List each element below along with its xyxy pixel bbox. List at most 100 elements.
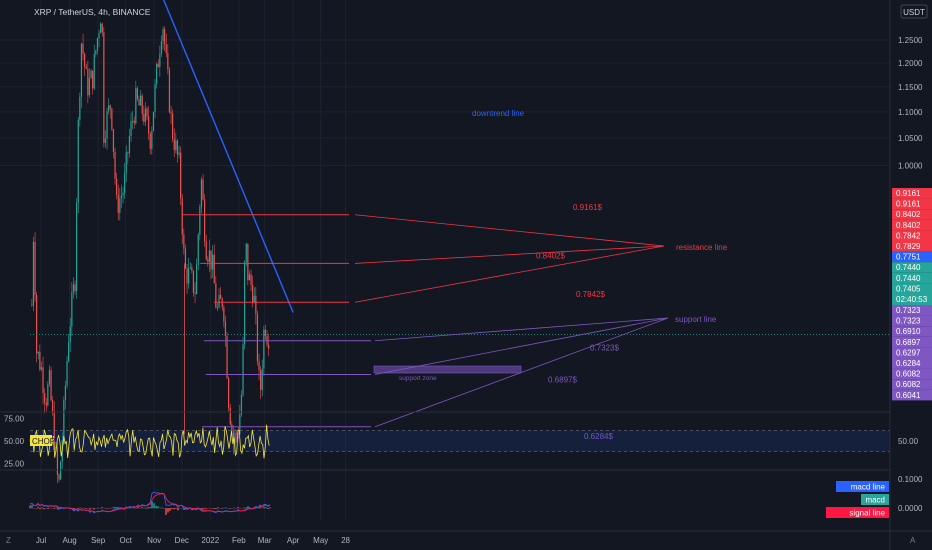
candle-body [258, 361, 260, 371]
candle-body [143, 113, 145, 122]
candle-body [247, 243, 249, 281]
candle-body [40, 367, 43, 370]
macd-histogram-bar [171, 508, 173, 510]
resistance-arrow [354, 245, 665, 303]
candle-body [188, 268, 190, 284]
candle-body [128, 136, 131, 154]
macd-histogram-bar [55, 507, 57, 509]
candle-body [92, 70, 94, 89]
candle-body [144, 108, 147, 122]
support-level-label: 0.7323$ [590, 344, 619, 353]
price-tag [892, 379, 932, 390]
candle-body [178, 152, 180, 155]
candle-body [88, 78, 91, 96]
macd-y-tick: 0.1000 [898, 475, 923, 484]
chop-y-tick: 50.00 [4, 437, 25, 446]
candle-body [234, 432, 236, 445]
candle-body [101, 23, 103, 33]
candle-body [151, 130, 153, 149]
candle-body [36, 295, 38, 354]
candle-body [199, 206, 201, 235]
price-tag-label: 0.7829 [896, 242, 921, 251]
price-tag [892, 358, 932, 369]
price-tag-label: 0.8402 [896, 210, 921, 219]
price-tag-label: 0.7405 [896, 284, 921, 293]
candle-body [228, 378, 230, 408]
candle-body [236, 432, 238, 434]
candle-body [122, 192, 124, 196]
candle-body [204, 199, 206, 242]
price-tag [892, 347, 932, 358]
macd-histogram-bar [85, 508, 87, 509]
y-tick-label: 1.1000 [898, 108, 923, 117]
candle-body [180, 152, 182, 199]
macd-histogram-bar [137, 506, 139, 509]
macd-histogram-bar [217, 507, 219, 509]
candle-body [256, 314, 259, 362]
candle-body [114, 151, 116, 179]
chop-tag [30, 435, 52, 446]
candle-body [63, 400, 65, 440]
support-level-label: 0.6284$ [584, 432, 613, 441]
x-tick-label: 2022 [201, 536, 219, 545]
chop-y-tick: 75.00 [4, 415, 25, 424]
candle-body [31, 305, 33, 307]
price-tag-label: 0.6082 [896, 370, 921, 379]
macd-histogram-bar [221, 508, 223, 509]
candle-body [168, 69, 171, 113]
candle-body [261, 368, 263, 390]
price-tag [892, 241, 932, 252]
candle-body [196, 264, 198, 294]
macd-histogram-bar [201, 508, 203, 510]
chop-indicator: 75.00 50.00 25.00 50.00 CHOP [4, 415, 919, 469]
support-arrow [374, 317, 669, 375]
macd-legend-label: macd [865, 496, 885, 505]
macd-histogram-bar [107, 508, 109, 509]
price-tag [892, 230, 932, 241]
candle-body [205, 241, 207, 260]
candle-body [240, 394, 243, 415]
macd-legend-label: macd line [851, 483, 886, 492]
currency-label: USDT [903, 8, 925, 17]
candle-body [164, 28, 166, 45]
price-tag [892, 272, 932, 284]
candle-body [244, 261, 246, 345]
price-tag [892, 326, 932, 337]
candle-body [149, 133, 151, 149]
candle-body [208, 250, 211, 262]
resistance-arrow [354, 214, 665, 247]
candle-body [84, 53, 86, 67]
macd-histogram-bar [167, 508, 169, 513]
macd-histogram-bar [83, 507, 85, 509]
drawings[interactable]: downtrend line 0.9161$ 0.8402$ 0.7842$ resis… [161, 0, 728, 441]
x-tick-label: Nov [147, 536, 161, 545]
candle-body [220, 294, 222, 299]
candle-body [135, 88, 137, 124]
candle-body [260, 370, 262, 390]
candle-body [162, 28, 164, 42]
chop-right-tick: 50.00 [898, 437, 919, 446]
candle-body [127, 152, 129, 154]
x-tick-label: Apr [287, 536, 300, 545]
timezone-z-label: Z [6, 536, 11, 545]
x-tick-label: Jul [36, 536, 46, 545]
candle-body [218, 294, 220, 308]
candle-body [111, 108, 113, 130]
macd-histogram-bar [155, 505, 157, 509]
macd-histogram-bar [77, 508, 79, 510]
resistance-arrow [355, 245, 665, 264]
candle-body [116, 178, 118, 195]
candle-body [210, 250, 212, 270]
macd-histogram-bar [213, 508, 215, 509]
candle-body [34, 241, 36, 296]
candle-body [173, 138, 175, 151]
macd-histogram-bar [47, 508, 49, 510]
candle-body [156, 63, 158, 85]
price-labels: 0.91610.91610.84020.84020.78420.78290.77… [892, 188, 932, 401]
candle-body [117, 194, 119, 213]
macd-histogram-bar [147, 506, 149, 509]
support-arrow [375, 317, 669, 342]
macd-histogram-bar [157, 506, 159, 509]
y-tick-label: 1.2000 [898, 59, 923, 68]
